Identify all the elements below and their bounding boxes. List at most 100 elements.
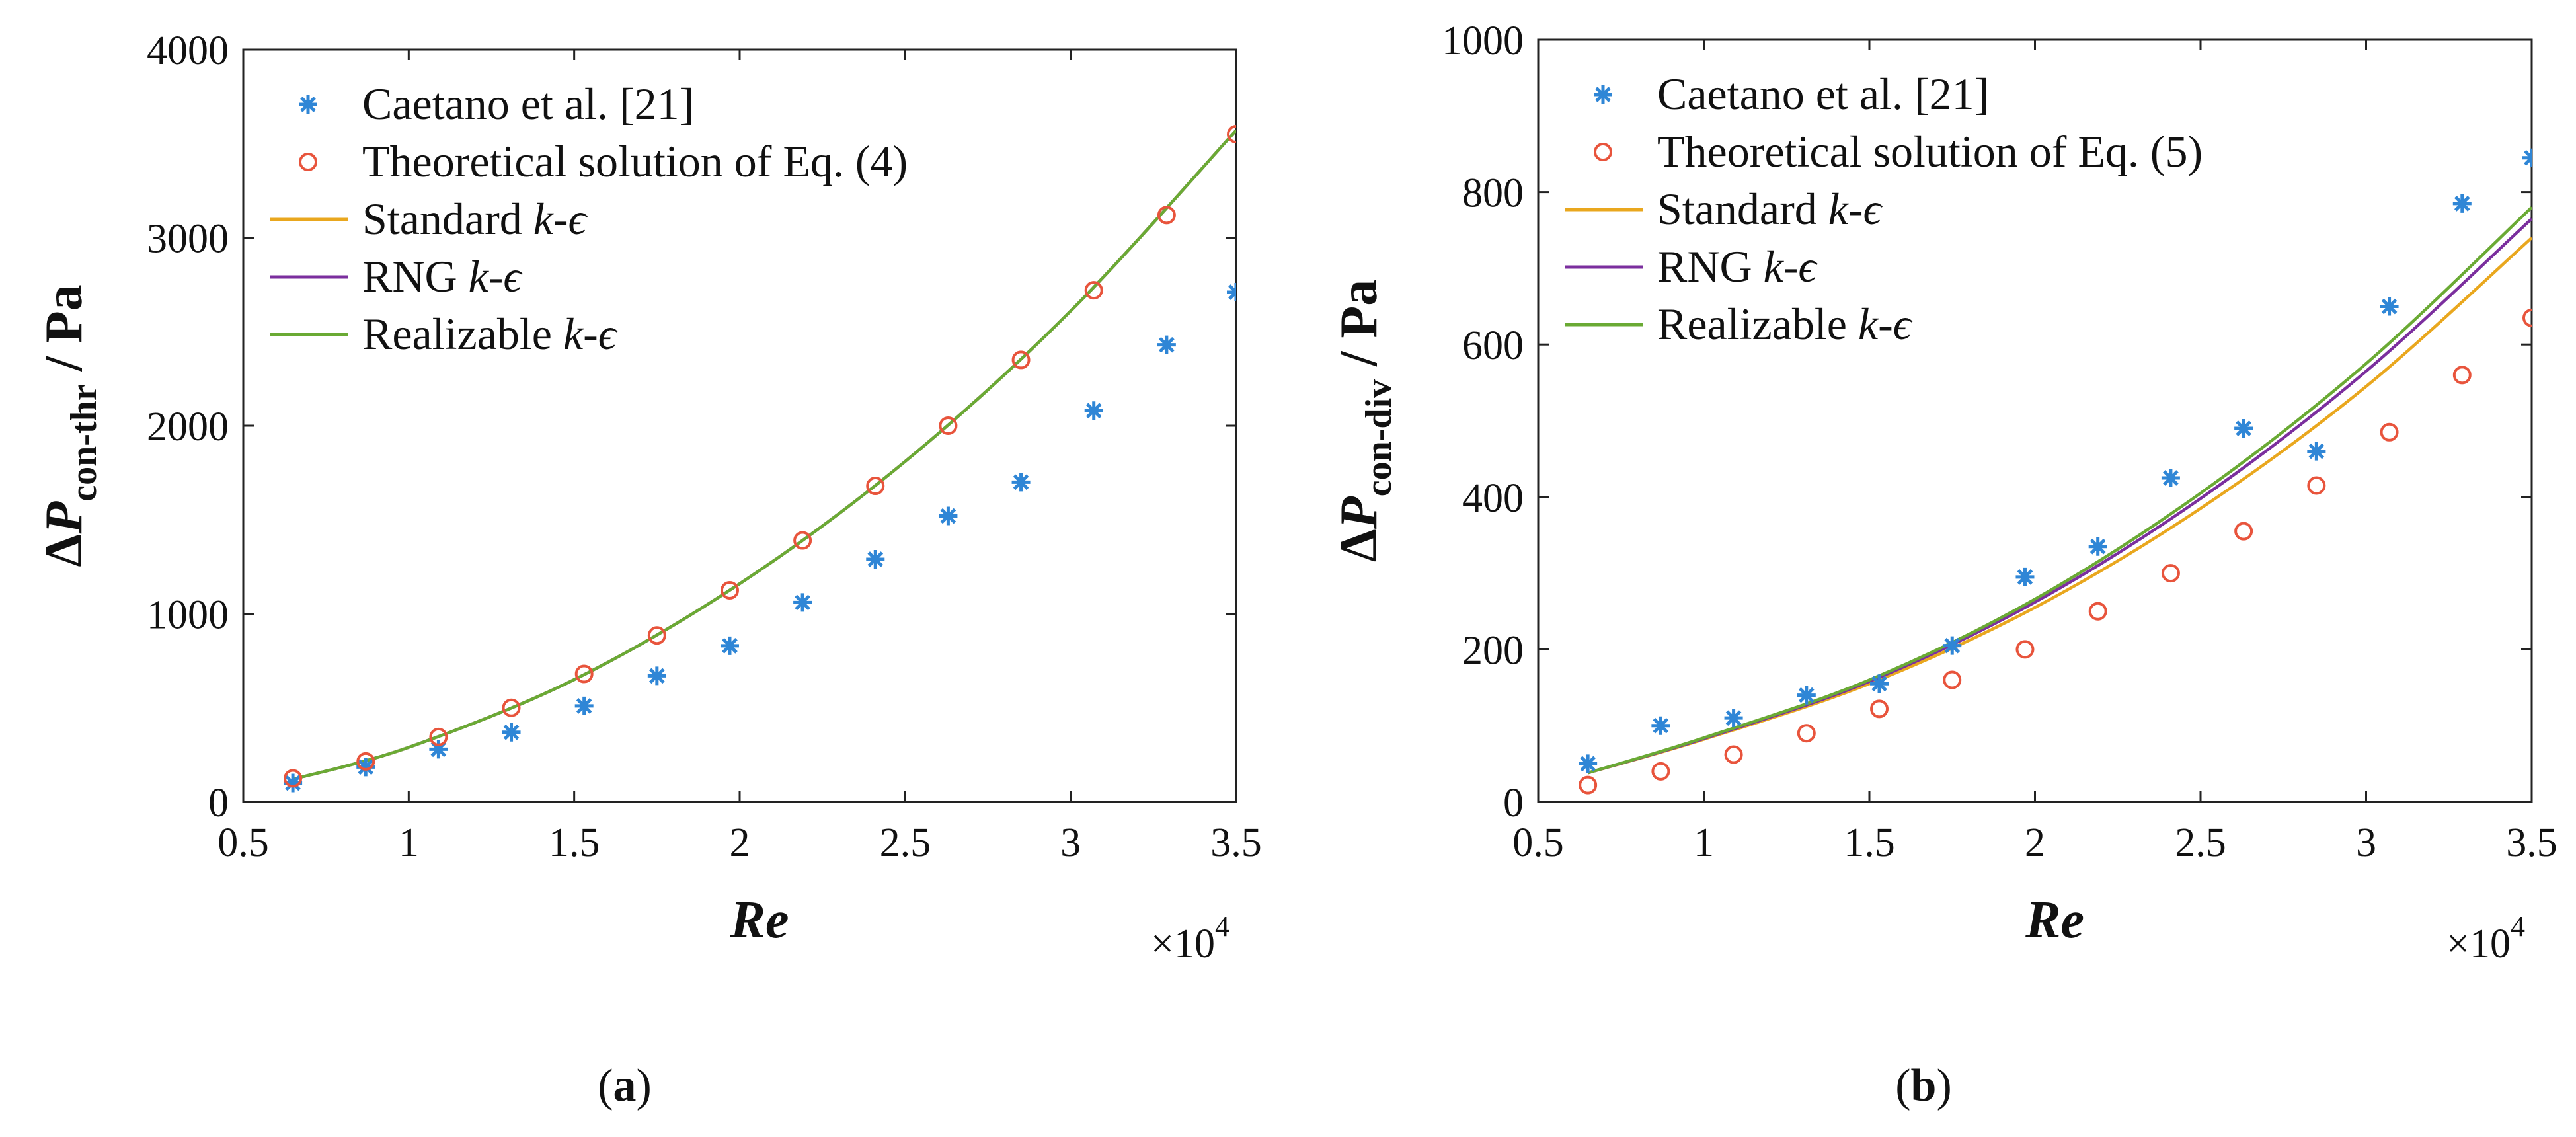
legend-label-italic: k-ϵ [469, 251, 524, 301]
x-tick-label: 0.5 [217, 820, 269, 865]
data-point-caetano [356, 758, 375, 777]
legend-label-italic: k-ϵ [563, 309, 618, 359]
y-tick-label: 400 [1462, 476, 1524, 521]
legend-symbol-circle [299, 153, 317, 171]
legend-symbol-star [299, 95, 317, 114]
legend-label: Standard k-ϵ [1657, 184, 1883, 234]
legend-label: Standard k-ϵ [362, 194, 588, 244]
legend-label: Caetano et al. [21] [362, 79, 694, 129]
data-point-caetano [720, 636, 739, 655]
y-axis-label-unit: / Pa [1330, 280, 1388, 379]
data-point-caetano [284, 773, 303, 793]
legend-label-text: Realizable [1657, 299, 1858, 349]
y-axis-label-subscript: con-div [1358, 379, 1399, 496]
legend-label-italic: k-ϵ [1764, 241, 1818, 292]
x-tick-label: 2.5 [2175, 820, 2226, 865]
legend-label-italic: k-ϵ [533, 194, 588, 244]
plot-data-group [284, 125, 1236, 793]
legend-label: Realizable k-ϵ [362, 309, 618, 359]
data-point-caetano [2015, 567, 2035, 586]
data-point-caetano [1227, 283, 1236, 302]
data-point-caetano [1651, 716, 1670, 735]
data-point-theoretical [2161, 564, 2180, 583]
data-point-caetano [2307, 442, 2326, 461]
data-point-theoretical [1943, 670, 1962, 689]
legend-symbol-circle [1594, 143, 1612, 161]
legend-label-text: Standard [1657, 184, 1828, 234]
data-point-theoretical [1579, 775, 1598, 795]
data-point-caetano [2161, 468, 2180, 487]
data-point-caetano [2452, 194, 2472, 213]
x-tick-label: 3 [2356, 820, 2376, 865]
data-point-theoretical [2307, 476, 2326, 495]
legend-label-text: RNG [362, 251, 469, 301]
data-point-theoretical [284, 769, 303, 788]
data-point-caetano [574, 696, 594, 715]
data-point-theoretical [2452, 366, 2472, 385]
data-point-caetano [2380, 297, 2399, 316]
series-line-realizable [1587, 206, 2532, 775]
data-point-theoretical [647, 626, 666, 645]
y-axis-label-delta: Δ [35, 534, 93, 567]
x-axis-multiplier-base: ×10 [2446, 921, 2511, 966]
y-axis-label-subscript: con-thr [63, 384, 104, 501]
data-point-theoretical [2522, 308, 2532, 327]
y-axis-label: ΔPcon-div / Pa [1330, 280, 1399, 562]
x-axis-multiplier-base: ×10 [1151, 921, 1215, 966]
plot-frame [242, 48, 1237, 803]
data-point-theoretical [2015, 640, 2035, 659]
data-point-theoretical [2088, 602, 2107, 621]
x-tick-label: 1.5 [549, 820, 600, 865]
legend-label: Theoretical solution of Eq. (4) [362, 136, 908, 186]
x-axis-multiplier-exponent: 4 [1215, 910, 1229, 943]
data-point-caetano [1797, 686, 1816, 705]
data-point-theoretical [2234, 522, 2253, 541]
legend: Caetano et al. [21] Theoretical solution … [1565, 69, 2203, 349]
panel-caption-letter: b [1911, 1060, 1937, 1111]
x-axis-multiplier: ×104 [1151, 910, 1229, 966]
x-tick-label: 1.5 [1844, 820, 1895, 865]
data-point-theoretical [793, 531, 812, 550]
y-tick-label: 2000 [147, 405, 229, 450]
legend-label-text: Standard [362, 194, 533, 244]
data-point-theoretical [866, 477, 885, 496]
data-point-caetano [1943, 636, 1962, 655]
panel-caption-open: ( [598, 1060, 613, 1111]
x-tick-label: 1 [1694, 820, 1714, 865]
x-axis-multiplier-exponent: 4 [2511, 910, 2525, 943]
panel-caption: (b) [1895, 1060, 1952, 1111]
panel-a: 0.5 1 1.5 2 2.5 3 3.5 0 1000 2000 3000 4000 Re ×104 ΔP… [35, 28, 1262, 1111]
data-point-theoretical [1227, 125, 1236, 144]
data-point-theoretical [1011, 350, 1031, 370]
legend: Caetano et al. [21] Theoretical solution … [270, 79, 908, 359]
data-point-theoretical [574, 664, 594, 684]
data-point-caetano [2234, 419, 2253, 438]
data-point-caetano [866, 549, 885, 568]
legend-label: Realizable k-ϵ [1657, 299, 1913, 349]
data-point-caetano [1157, 335, 1176, 354]
panel-caption-open: ( [1895, 1060, 1910, 1111]
data-point-caetano [1870, 674, 1889, 693]
legend-label: RNG k-ϵ [362, 251, 523, 301]
x-axis-multiplier: ×104 [2446, 910, 2525, 966]
y-tick-label: 600 [1462, 323, 1524, 368]
data-point-caetano [2088, 537, 2107, 556]
data-point-caetano [429, 740, 448, 759]
x-tick-label: 2 [730, 820, 750, 865]
x-tick-label: 3.5 [1210, 820, 1262, 865]
data-point-caetano [793, 593, 812, 612]
data-point-caetano [1579, 754, 1598, 773]
x-tick-label: 2.5 [880, 820, 931, 865]
y-axis-label-delta: Δ [1330, 529, 1388, 562]
y-tick-label: 800 [1462, 171, 1524, 216]
panel-caption-close: ) [1936, 1060, 1951, 1111]
y-tick-label: 4000 [147, 28, 229, 73]
legend-label: RNG k-ϵ [1657, 241, 1818, 292]
legend-label-text: RNG [1657, 241, 1764, 292]
data-point-caetano [1724, 709, 1743, 728]
data-point-theoretical [1084, 281, 1103, 300]
y-axis-label: ΔPcon-thr / Pa [35, 284, 104, 567]
plot-data-group [1579, 148, 2532, 795]
data-point-theoretical [356, 752, 375, 771]
data-point-caetano [1011, 473, 1031, 492]
